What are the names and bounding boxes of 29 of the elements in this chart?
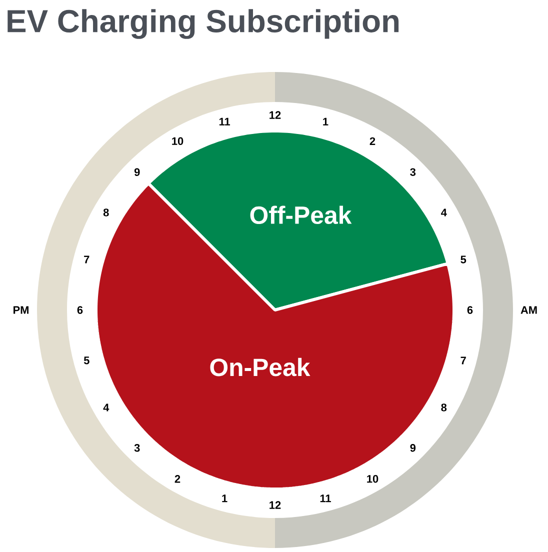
slice-label: Off-Peak [250,206,352,224]
text: 12 [270,111,281,119]
text: 5 [84,356,90,364]
text: 8 [441,404,447,412]
text: AM [520,306,537,314]
text: 11 [219,118,230,126]
text: 9 [410,444,416,452]
text: 10 [367,475,378,483]
text: 2 [370,137,376,145]
text: 11 [320,494,331,502]
text: 6 [467,306,473,314]
slice-label: On-Peak [210,358,310,376]
text: 4 [103,404,110,412]
chart-title: EV Charging Subscription [8,9,399,39]
text: 12 [270,501,281,509]
text: 2 [174,475,180,483]
text: 4 [440,208,447,216]
text: 3 [134,444,140,452]
text: 1 [323,118,328,126]
text: 5 [460,256,466,264]
text: PM [14,306,28,314]
text: 10 [172,137,184,146]
text: 9 [134,168,140,176]
text: 7 [460,356,466,364]
text: 1 [222,494,228,502]
text: 3 [410,168,416,176]
text: 7 [84,256,90,264]
text: 8 [103,208,109,216]
text: 6 [77,306,83,314]
